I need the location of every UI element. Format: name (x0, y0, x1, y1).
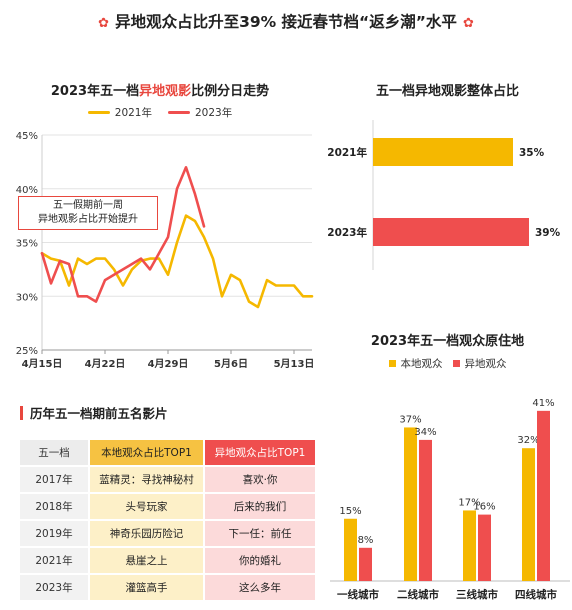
hbar-category-label: 2023年 (327, 226, 367, 239)
series-line-2021年 (40, 214, 314, 309)
gbar-value-label: 34% (414, 427, 436, 438)
table-cell-local: 悬崖之上 (89, 547, 205, 575)
table-header-cell: 五一档 (20, 440, 90, 467)
table-cell-nonlocal: 这么多年 (204, 574, 317, 602)
gbar-value-label: 17% (458, 497, 480, 508)
table-cell-local: 头号玩家 (89, 493, 205, 521)
gbar-bar (419, 439, 432, 581)
films-table: 五一档 本地观众占比TOP1 异地观众占比TOP1 2017年 蓝精灵：寻找神秘… (20, 440, 317, 602)
gbar-chart: 15% 8% 一线城市 37% 34% 二线城市 17%16% 三线城市 32% 41% 四线城市 (330, 398, 570, 601)
legend-label: 2023年 (195, 107, 233, 119)
gbar-value-label: 16% (473, 502, 495, 513)
table-cell-year: 2021年 (20, 547, 90, 575)
hbar-value-label: 35% (519, 147, 545, 159)
gbar-category-label: 一线城市 (337, 588, 379, 601)
x-tick-label: 4月29日 (148, 358, 189, 370)
flower-icon: ✿ (462, 16, 474, 31)
y-tick-label: 35% (16, 239, 38, 250)
table-cell-year: 2017年 (20, 466, 90, 494)
annotation-line2: 异地观影占比开始提升 (38, 214, 138, 225)
gbar-value-label: 8% (358, 535, 374, 546)
gbar-category-label: 三线城市 (456, 588, 498, 601)
x-tick-label: 5月13日 (274, 358, 315, 370)
table-cell-local: 蓝精灵：寻找神秘村 (89, 466, 205, 494)
gbar-category-label: 二线城市 (397, 588, 439, 601)
line-chart: 25% 30% 35% 40% 45% 4月15日 4月22日 4月29日 5月6日 5月13日 (16, 131, 315, 370)
legend-swatch (87, 111, 110, 114)
table-cell-year: 2019年 (20, 520, 90, 548)
legend-swatch (168, 111, 190, 114)
gbar-value-label: 15% (339, 506, 361, 517)
legend-item-2021: 2021年 (87, 105, 152, 120)
legend-swatch (452, 360, 460, 367)
page-header: ✿ 异地观众占比升至39% 接近春节档“返乡潮”水平 ✿ (0, 10, 572, 32)
gbar-bar (478, 514, 491, 581)
gbar-value-label: 37% (399, 414, 421, 425)
x-tick-label: 5月6日 (214, 358, 248, 370)
hbar-category-label: 2021年 (327, 146, 367, 159)
x-tick-label: 4月22日 (85, 358, 126, 370)
table-header-cell: 本地观众占比TOP1 (89, 440, 205, 467)
x-tick-label: 4月15日 (22, 358, 63, 370)
table-title: 历年五一档期前五名影片 (30, 406, 168, 421)
legend-label: 2021年 (114, 107, 152, 119)
table-cell-nonlocal: 你的婚礼 (204, 547, 317, 575)
legend-item-local: 本地观众 (388, 356, 443, 371)
table-section-title: 历年五一档期前五名影片 (20, 403, 168, 422)
flower-icon: ✿ (98, 16, 110, 31)
table-cell-year: 2023年 (20, 574, 90, 602)
table-cell-local: 灌篮高手 (89, 574, 205, 602)
gbar-value-label: 32% (517, 435, 539, 446)
y-tick-label: 25% (16, 346, 38, 357)
table-cell-nonlocal: 下一任：前任 (204, 520, 317, 548)
table-row: 2017年 蓝精灵：寻找神秘村 喜欢·你 (20, 466, 317, 494)
legend-label: 异地观众 (464, 358, 507, 370)
y-tick-label: 30% (16, 292, 38, 303)
hbar-value-label: 39% (535, 227, 561, 239)
y-tick-label: 40% (16, 185, 38, 196)
gbar-bar (404, 427, 417, 581)
table-row: 2019年 神奇乐园历险记 下一任：前任 (20, 520, 317, 548)
gbar-bar (522, 448, 535, 581)
hbar-bar (373, 218, 529, 246)
table-header-row: 五一档 本地观众占比TOP1 异地观众占比TOP1 (20, 440, 317, 467)
table-cell-nonlocal: 喜欢·你 (204, 466, 317, 494)
table-row: 2018年 头号玩家 后来的我们 (20, 493, 317, 521)
line-chart-title-highlight: 异地观影 (139, 84, 192, 99)
legend-item-2023: 2023年 (168, 105, 232, 120)
gbar-bar (359, 547, 372, 581)
line-chart-title: 2023年五一档异地观影比例分日走势 (10, 80, 310, 99)
table-header-cell: 异地观众占比TOP1 (204, 440, 317, 467)
y-tick-label: 45% (16, 131, 38, 142)
gbar-chart-title: 2023年五一档观众原住地 (370, 334, 525, 349)
hbar-chart-title: 五一档异地观影整体占比 (375, 84, 519, 99)
line-chart-annotation: 五一假期前一周 异地观影占比开始提升 (18, 196, 158, 230)
hbar-bar (373, 138, 513, 166)
line-chart-title-suffix: 比例分日走势 (191, 84, 270, 99)
legend-swatch (388, 360, 396, 367)
table-cell-year: 2018年 (20, 493, 90, 521)
gbar-category-label: 四线城市 (515, 588, 557, 601)
legend-item-nonlocal: 异地观众 (452, 356, 507, 371)
series-line-2023年 (40, 166, 206, 303)
table-row: 2023年 灌篮高手 这么多年 (20, 574, 317, 602)
gbar-bar (344, 518, 357, 581)
annotation-line1: 五一假期前一周 (53, 200, 123, 211)
table-row: 2021年 悬崖之上 你的婚礼 (20, 547, 317, 575)
gbar-chart-legend: 本地观众 异地观众 (330, 356, 565, 371)
gbar-bar (463, 510, 476, 581)
gbar-bar (537, 410, 550, 581)
gbar-value-label: 41% (532, 398, 554, 409)
table-cell-nonlocal: 后来的我们 (204, 493, 317, 521)
page-title: 异地观众占比升至39% 接近春节档“返乡潮”水平 (115, 13, 457, 31)
table-cell-local: 神奇乐园历险记 (89, 520, 205, 548)
hbar-chart: 2021年 35% 2023年 39% (327, 120, 561, 270)
line-chart-legend: 2021年 2023年 (10, 105, 310, 120)
line-chart-title-prefix: 2023年五一档 (50, 84, 140, 99)
section-bar (20, 405, 23, 420)
legend-label: 本地观众 (400, 358, 443, 370)
